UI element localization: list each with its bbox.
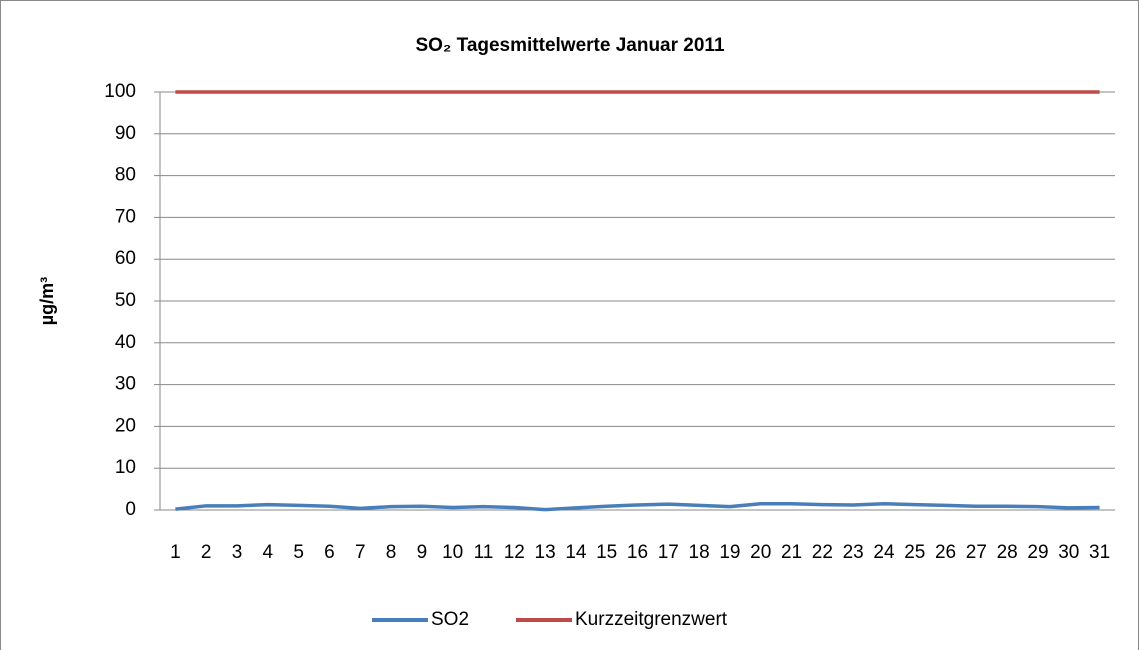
legend-label: SO2	[431, 609, 469, 630]
x-tick-label: 2	[201, 542, 212, 563]
y-tick-label: 100	[104, 81, 136, 102]
x-tick-label: 16	[627, 542, 648, 563]
x-tick-label: 7	[355, 542, 366, 563]
x-tick-label: 8	[386, 542, 397, 563]
x-tick-label: 14	[565, 542, 587, 563]
x-tick-label: 28	[997, 542, 1018, 563]
x-tick-label: 23	[843, 542, 864, 563]
x-tick-label: 27	[966, 542, 987, 563]
y-tick-label: 10	[115, 457, 136, 478]
x-tick-label: 4	[263, 542, 274, 563]
x-tick-label: 9	[417, 542, 428, 563]
y-tick-label: 70	[115, 206, 136, 227]
x-tick-label: 31	[1089, 542, 1110, 563]
x-tick-label: 3	[232, 542, 243, 563]
x-tick-label: 5	[293, 542, 304, 563]
y-axis-label: µg/m³	[37, 277, 57, 325]
x-tick-label: 12	[504, 542, 525, 563]
x-tick-label: 25	[904, 542, 925, 563]
y-tick-label: 20	[115, 415, 136, 436]
x-tick-label: 10	[442, 542, 463, 563]
y-tick-label: 30	[115, 374, 136, 395]
x-tick-label: 22	[812, 542, 833, 563]
x-tick-label: 21	[781, 542, 802, 563]
x-tick-label: 17	[658, 542, 679, 563]
x-tick-label: 19	[719, 542, 740, 563]
x-tick-label: 6	[324, 542, 335, 563]
x-tick-label: 30	[1058, 542, 1079, 563]
y-tick-label: 0	[125, 499, 136, 520]
y-tick-label: 50	[115, 290, 136, 311]
x-tick-label: 18	[689, 542, 710, 563]
x-tick-label: 11	[474, 542, 494, 563]
legend-label: Kurzzeitgrenzwert	[575, 609, 728, 630]
y-tick-label: 40	[115, 332, 136, 353]
x-tick-label: 1	[170, 542, 181, 563]
x-tick-label: 13	[535, 542, 556, 563]
y-tick-label: 60	[115, 248, 136, 269]
chart-title: SO₂ Tagesmittelwerte Januar 2011	[415, 35, 724, 56]
x-tick-label: 29	[1027, 542, 1048, 563]
x-tick-label: 26	[935, 542, 956, 563]
x-tick-label: 20	[750, 542, 771, 563]
x-tick-label: 24	[873, 542, 895, 563]
series-line	[175, 501, 1100, 512]
y-tick-label: 80	[115, 165, 136, 186]
x-tick-label: 15	[596, 542, 617, 563]
y-tick-label: 90	[115, 123, 136, 144]
